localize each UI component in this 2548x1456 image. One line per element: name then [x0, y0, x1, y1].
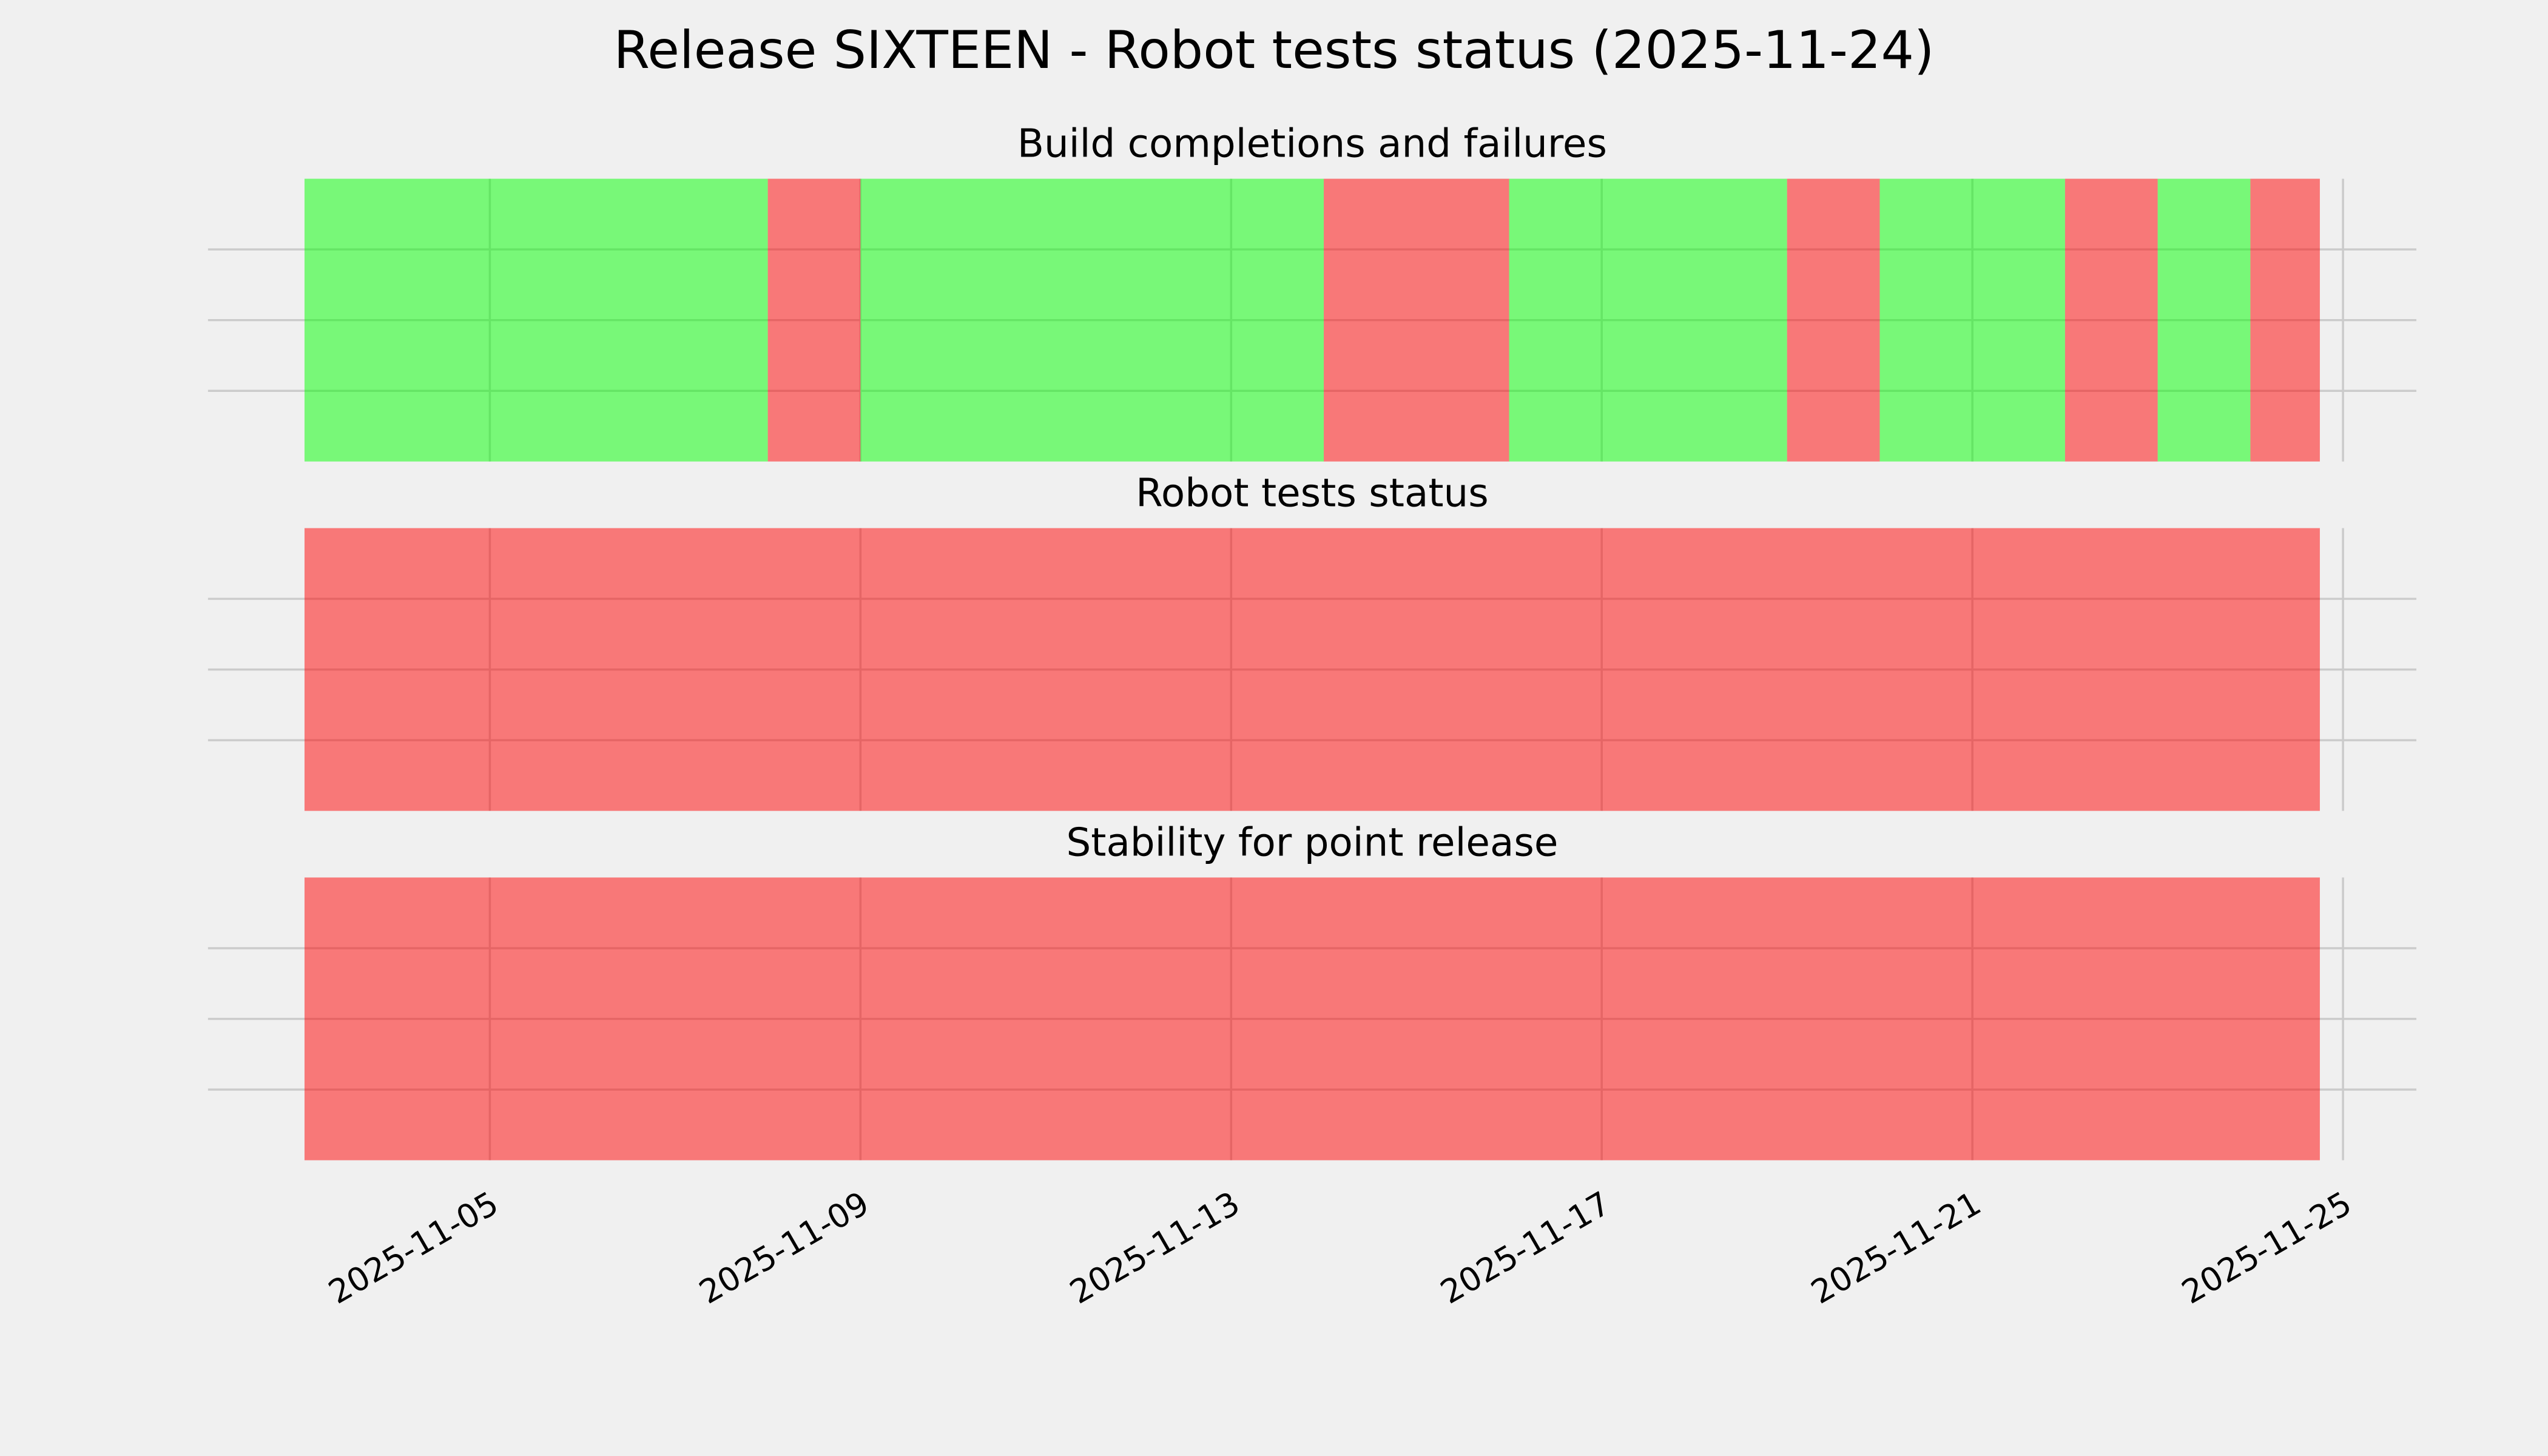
panel-title: Robot tests status	[1136, 471, 1489, 516]
status-span	[1509, 178, 1787, 462]
status-span	[2157, 178, 2251, 462]
panel-title: Build completions and failures	[1017, 121, 1607, 167]
panel-title: Stability for point release	[1067, 820, 1559, 865]
status-span	[304, 528, 2320, 811]
status-span	[860, 178, 1324, 462]
status-span	[2250, 178, 2320, 462]
status-span	[767, 178, 861, 462]
status-span	[1324, 178, 1509, 462]
chart-title: Release SIXTEEN - Robot tests status (20…	[614, 20, 1935, 81]
status-span	[304, 178, 768, 462]
status-span	[2064, 178, 2158, 462]
status-span	[1879, 178, 2065, 462]
status-span	[304, 877, 2320, 1161]
status-span	[1787, 178, 1880, 462]
